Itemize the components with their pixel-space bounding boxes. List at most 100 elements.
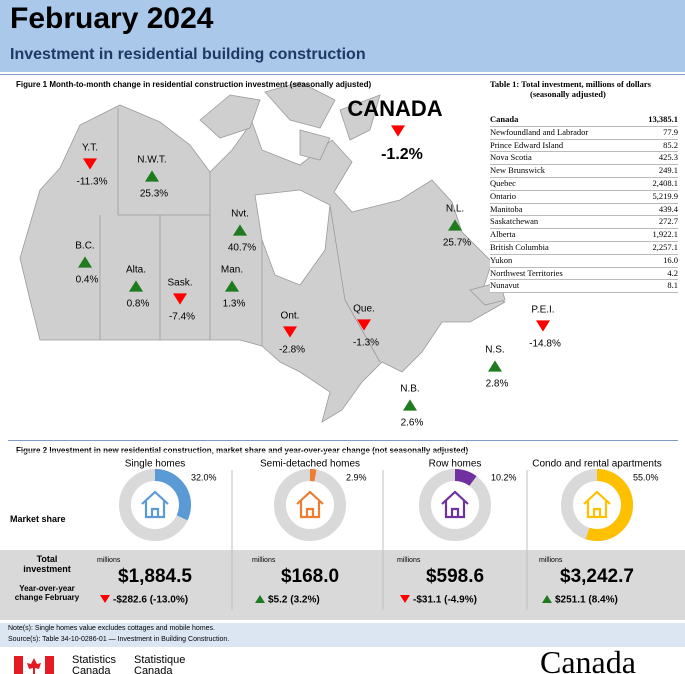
agency-fr: Statistique Canada <box>134 654 186 674</box>
table-label: Quebec <box>490 177 516 188</box>
region-name: Sask. <box>167 278 192 289</box>
house-icon <box>441 490 469 519</box>
donut-arc <box>274 469 346 541</box>
change-arrow <box>83 158 97 170</box>
segment-name: Row homes <box>429 459 482 470</box>
table-label: Northwest Territories <box>490 267 563 278</box>
house-icon <box>141 490 169 519</box>
change-arrow <box>173 293 187 305</box>
change-value: $251.1 (8.4%) <box>555 595 618 606</box>
change-arrow <box>536 320 550 332</box>
table-value: 4.2 <box>667 267 678 278</box>
share-label: 10.2% <box>491 472 517 482</box>
table-value: 439.4 <box>658 203 678 214</box>
row-label: Market share <box>10 514 66 524</box>
region-change: -7.4% <box>169 312 195 323</box>
unit-label: millions <box>97 557 121 564</box>
segment-name: Single homes <box>125 459 186 470</box>
change-arrow <box>403 399 417 411</box>
header <box>0 0 685 72</box>
region-name: N.W.T. <box>137 155 166 166</box>
table-value: 85.2 <box>663 139 678 150</box>
total-value: $3,242.7 <box>560 566 634 587</box>
note: Note(s): Single homes value excludes cot… <box>8 625 215 632</box>
table-label: New Brunswick <box>490 165 546 176</box>
table-row: Newfoundland and Labrador 77.9 <box>490 127 678 140</box>
change-arrow <box>145 170 159 182</box>
segment-name: Condo and rental apartments <box>532 459 662 470</box>
segment-name: Semi-detached homes <box>260 459 360 470</box>
region-name: B.C. <box>75 241 94 252</box>
table-label: Yukon <box>490 254 513 265</box>
donut-arc <box>119 469 191 541</box>
figure-title: Figure 2 Investment in new residential c… <box>16 446 469 455</box>
donut-track <box>274 469 346 541</box>
table-label: Canada <box>490 114 519 124</box>
region-change: 2.6% <box>401 418 424 429</box>
change-arrow <box>255 595 265 603</box>
national-name: CANADA <box>347 96 442 121</box>
table-row: Northwest Territories 4.2 <box>490 268 678 281</box>
table-row: Canada 13,385.1 <box>490 114 678 127</box>
table-label: Ontario <box>490 190 516 201</box>
row-label: Year-over-year change February <box>14 584 80 602</box>
region-change: 2.8% <box>486 379 509 390</box>
total-value: $168.0 <box>281 566 339 587</box>
change-value: -$31.1 (-4.9%) <box>413 595 477 606</box>
region-change: 40.7% <box>228 243 256 254</box>
subtitle: Investment in residential building const… <box>10 46 366 63</box>
figure2: Single homes 32.0% millions $1,884.5 -$282.6… <box>0 451 685 610</box>
table-row: Ontario 5,219.9 <box>490 191 678 204</box>
table-row: Saskatchewan 272.7 <box>490 216 678 230</box>
table-label: Alberta <box>490 229 516 240</box>
change-arrow <box>100 595 110 603</box>
table-label: British Columbia <box>490 241 549 252</box>
change-arrow <box>225 280 239 292</box>
table-row: British Columbia 2,257.1 <box>490 242 678 255</box>
agency-en: Statistics Canada <box>72 654 117 674</box>
table-row: New Brunswick 249.1 <box>490 165 678 178</box>
donut-arc <box>419 469 491 541</box>
region-name: P.E.I. <box>531 305 554 316</box>
table-subtitle: (seasonally adjusted) <box>530 89 606 99</box>
table-value: 272.7 <box>658 216 678 227</box>
table-row: Prince Edward Island 85.2 <box>490 140 678 153</box>
table: Table 1: Total investment, millions of d… <box>490 79 679 294</box>
table-row: Nunavut 8.1 <box>490 280 678 294</box>
total-value: $598.6 <box>426 566 484 587</box>
region-change: 0.4% <box>76 275 99 286</box>
unit-label: millions <box>252 557 276 564</box>
region-change: -14.8% <box>529 339 561 350</box>
region-name: N.S. <box>485 345 504 356</box>
title: February 2024 <box>10 2 214 35</box>
table-label: Prince Edward Island <box>490 139 564 150</box>
table-value: 5,219.9 <box>652 190 679 201</box>
table-row: Quebec 2,408.1 <box>490 178 678 191</box>
table-label: Manitoba <box>490 203 523 214</box>
table-value: 2,257.1 <box>652 241 679 252</box>
change-arrow <box>400 595 410 603</box>
region-change: -1.3% <box>353 338 379 349</box>
table-value: 1,922.1 <box>652 229 679 240</box>
change-arrow <box>233 224 247 236</box>
region-name: Que. <box>353 304 375 315</box>
change-value: $5.2 (3.2%) <box>268 595 320 606</box>
table-value: 249.1 <box>658 165 678 176</box>
region-change: -11.3% <box>77 177 108 188</box>
source: Source(s): Table 34-10-0286-01 — Investm… <box>8 636 230 643</box>
share-label: 55.0% <box>633 472 659 482</box>
region-change: 1.3% <box>223 299 246 310</box>
house-icon <box>296 490 324 519</box>
region-name: Y.T. <box>82 143 98 154</box>
change-arrow <box>283 326 297 338</box>
table-label: Saskatchewan <box>490 216 539 227</box>
band <box>0 550 685 620</box>
table-value: 13,385.1 <box>648 114 678 124</box>
map: CANADA -1.2% Y.T. -11.3% N.W.T. 25.3% Nvt. 40.7… <box>19 81 561 429</box>
donut-arc <box>561 469 633 541</box>
table-label: Nova Scotia <box>490 152 532 163</box>
region-change: 25.7% <box>443 238 471 249</box>
change-arrow <box>448 219 462 231</box>
region-change: 25.3% <box>140 189 168 200</box>
wordmark: Canada <box>540 644 636 674</box>
